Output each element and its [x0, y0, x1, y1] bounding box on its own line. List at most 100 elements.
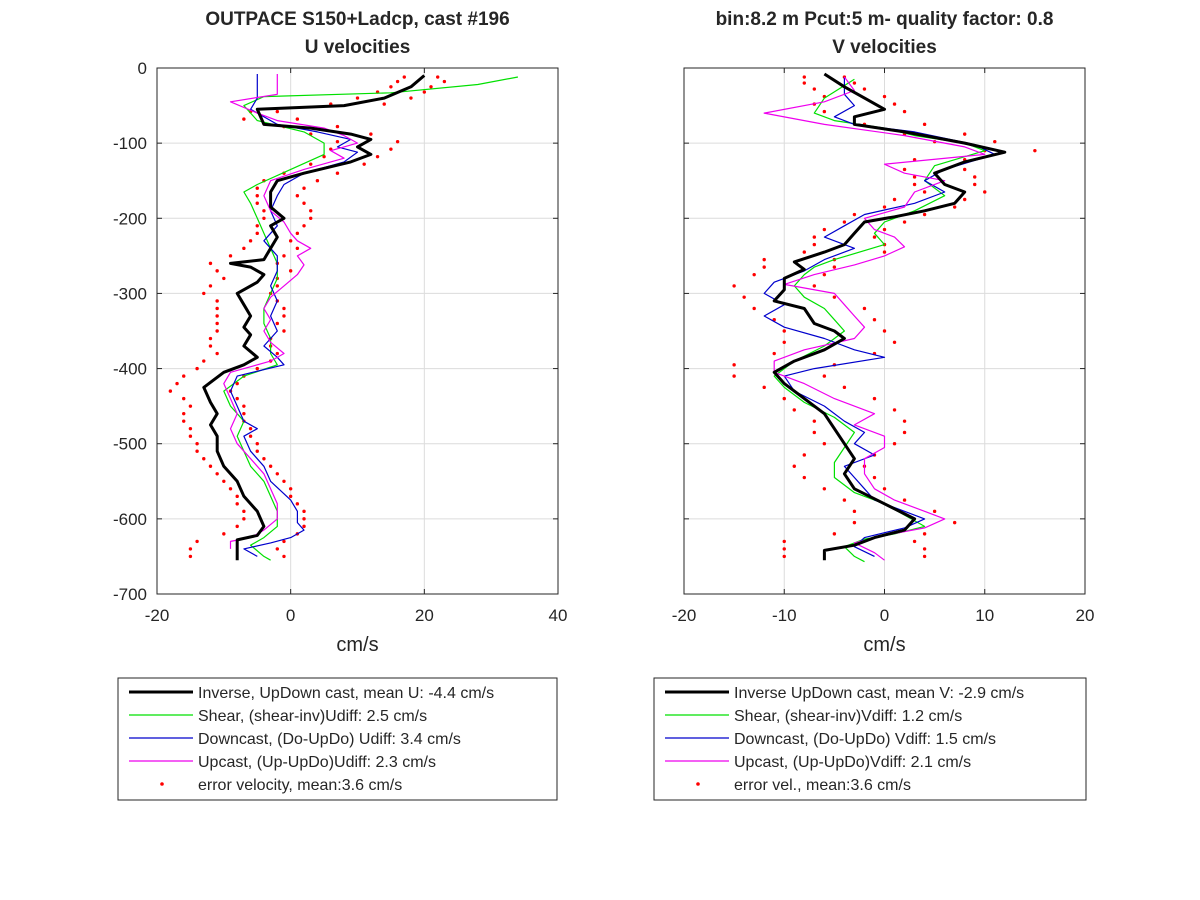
y-tick-label: -600 [113, 510, 147, 529]
error-point [255, 449, 259, 453]
error-point [208, 261, 213, 266]
error-point [882, 329, 887, 333]
error-point [902, 498, 907, 502]
error-point [215, 351, 219, 356]
error-point [782, 554, 786, 559]
series-line-3 [229, 74, 359, 557]
error-point [248, 426, 253, 431]
error-point [222, 479, 226, 483]
error-point [302, 517, 306, 521]
error-point [275, 351, 279, 356]
error-point [902, 430, 907, 435]
error-point [932, 509, 937, 514]
error-point [282, 314, 286, 318]
chart-title: OUTPACE S150+Ladcp, cast #196 [205, 9, 509, 30]
legend-label: Downcast, (Do-UpDo) Vdiff: 1.5 cm/s [734, 731, 996, 748]
error-point [922, 532, 927, 536]
error-point [228, 254, 233, 258]
error-point [812, 419, 817, 423]
error-point [262, 209, 266, 213]
error-point [882, 250, 887, 254]
error-point [282, 329, 286, 333]
error-point [355, 96, 360, 100]
error-point [782, 329, 786, 333]
error-point [852, 212, 857, 217]
chart-subtitle: U velocities [305, 37, 411, 58]
error-point [892, 102, 897, 106]
error-point [195, 366, 199, 371]
error-point [262, 457, 266, 461]
error-point [812, 235, 817, 239]
error-point [268, 464, 273, 468]
error-point [782, 547, 786, 551]
error-point [892, 197, 897, 202]
y-tick-label: 0 [138, 59, 147, 78]
x-tick-label: 40 [549, 606, 568, 625]
error-point [389, 85, 393, 89]
error-point [309, 209, 313, 213]
y-tick-label: -100 [113, 134, 147, 153]
error-point [892, 408, 897, 412]
error-point [782, 539, 786, 544]
error-point [215, 329, 219, 333]
y-tick-label: -300 [113, 284, 147, 303]
error-point [282, 554, 286, 559]
error-point [762, 257, 766, 262]
error-point [429, 85, 433, 89]
error-point [395, 79, 400, 84]
error-point [1033, 148, 1037, 153]
error-point [973, 182, 977, 187]
error-point [922, 190, 927, 194]
legend-label: Upcast, (Up-UpDo)Udiff: 2.3 cm/s [198, 754, 436, 771]
error-point [282, 479, 286, 483]
legend-label: Shear, (shear-inv)Udiff: 2.5 cm/s [198, 708, 427, 725]
error-point [208, 464, 213, 468]
error-point [282, 539, 286, 544]
error-point [409, 96, 413, 100]
error-point [302, 224, 306, 228]
error-point [882, 487, 887, 491]
legend-label: error velocity, mean:3.6 cm/s [198, 777, 402, 794]
error-point [288, 494, 293, 499]
x-tick-label: 0 [286, 606, 295, 625]
error-point [802, 81, 806, 85]
error-point [732, 374, 736, 378]
error-point [202, 291, 206, 296]
legend-label: Inverse, UpDown cast, mean U: -4.4 cm/s [198, 685, 494, 702]
error-point [442, 79, 447, 84]
legend-box [117, 677, 558, 801]
error-point [832, 265, 837, 269]
error-point [315, 179, 320, 183]
error-point [963, 132, 967, 136]
error-point [188, 426, 193, 431]
error-point [973, 175, 977, 179]
error-point [862, 306, 867, 311]
axes-box [156, 67, 559, 595]
error-point [852, 81, 857, 85]
error-point [732, 363, 736, 367]
error-point [395, 139, 400, 144]
error-point [275, 472, 279, 476]
error-point [983, 190, 987, 194]
error-point [852, 520, 857, 525]
legend-label: Downcast, (Do-UpDo) Udiff: 3.4 cm/s [198, 731, 461, 748]
error-point [762, 385, 766, 390]
error-point [215, 321, 219, 326]
x-axis-label: cm/s [863, 634, 905, 656]
error-point [248, 239, 253, 243]
error-point [742, 295, 746, 299]
error-point [235, 494, 239, 499]
error-point [242, 117, 246, 121]
error-point [402, 75, 406, 79]
legend: Inverse UpDown cast, mean V: -2.9 cm/s Sh… [653, 677, 1087, 801]
error-point [852, 509, 857, 514]
error-point [842, 385, 847, 390]
error-point [242, 509, 246, 514]
error-point [288, 487, 293, 491]
legend-marker [160, 782, 164, 786]
error-point [295, 117, 300, 121]
error-point [842, 220, 847, 224]
error-point [202, 359, 206, 363]
error-point [275, 109, 279, 114]
error-point [202, 457, 206, 461]
